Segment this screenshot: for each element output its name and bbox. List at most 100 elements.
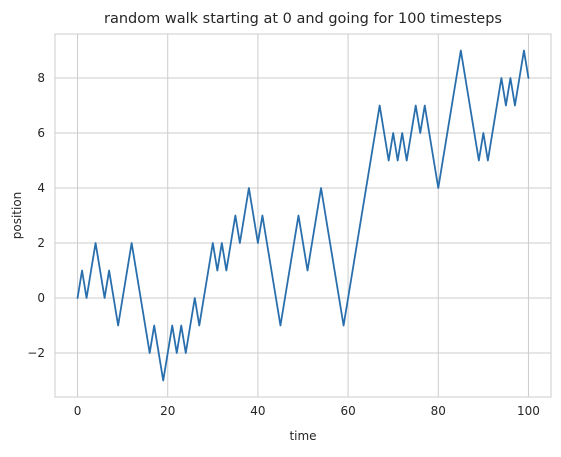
data-point	[130, 242, 132, 244]
data-point	[207, 269, 209, 271]
data-point	[424, 104, 426, 106]
data-point	[401, 132, 403, 134]
data-point	[410, 132, 412, 134]
data-point	[469, 104, 471, 106]
data-point	[527, 77, 529, 79]
plot-area-frame	[54, 33, 552, 398]
data-point	[460, 49, 462, 51]
data-point	[374, 132, 376, 134]
data-point	[270, 269, 272, 271]
x-tick-label: 100	[517, 404, 540, 418]
data-point	[158, 352, 160, 354]
data-point	[185, 352, 187, 354]
data-point	[360, 214, 362, 216]
x-tick-label: 20	[160, 404, 175, 418]
data-point	[306, 269, 308, 271]
data-point	[139, 297, 141, 299]
data-point	[415, 104, 417, 106]
y-tick-label: 2	[37, 236, 45, 250]
data-point	[446, 132, 448, 134]
data-point	[279, 324, 281, 326]
data-point	[94, 242, 96, 244]
y-tick-label: 6	[37, 126, 45, 140]
data-point	[198, 324, 200, 326]
data-point	[293, 242, 295, 244]
data-point	[302, 242, 304, 244]
data-point	[189, 324, 191, 326]
x-tick-label: 60	[340, 404, 355, 418]
data-point	[392, 132, 394, 134]
data-point	[487, 159, 489, 161]
y-tick-label: 0	[37, 291, 45, 305]
data-point	[347, 297, 349, 299]
x-tick-label: 0	[74, 404, 82, 418]
series-line	[76, 49, 530, 382]
data-point	[194, 297, 196, 299]
data-point	[108, 269, 110, 271]
data-point	[451, 104, 453, 106]
data-point	[148, 352, 150, 354]
y-tick-label: −2	[27, 346, 45, 360]
data-point	[324, 214, 326, 216]
data-point	[378, 104, 380, 106]
data-point	[239, 242, 241, 244]
data-point	[225, 269, 227, 271]
data-point	[126, 269, 128, 271]
data-point	[252, 214, 254, 216]
data-point	[99, 269, 101, 271]
data-point	[212, 242, 214, 244]
data-point	[464, 77, 466, 79]
data-point	[121, 297, 123, 299]
data-point	[216, 269, 218, 271]
data-point	[437, 187, 439, 189]
data-point	[315, 214, 317, 216]
data-point	[369, 159, 371, 161]
data-point	[221, 242, 223, 244]
data-point	[144, 324, 146, 326]
chart-title: random walk starting at 0 and going for …	[104, 11, 502, 27]
data-point	[342, 324, 344, 326]
data-point	[518, 77, 520, 79]
data-point	[442, 159, 444, 161]
data-point	[288, 269, 290, 271]
data-point	[180, 324, 182, 326]
data-point	[396, 159, 398, 161]
data-point	[275, 297, 277, 299]
data-point	[333, 269, 335, 271]
data-point	[76, 297, 78, 299]
data-point	[351, 269, 353, 271]
data-point	[320, 187, 322, 189]
data-point	[243, 214, 245, 216]
data-point	[167, 352, 169, 354]
data-point	[176, 352, 178, 354]
data-point	[234, 214, 236, 216]
data-point	[514, 104, 516, 106]
data-point	[473, 132, 475, 134]
data-point	[103, 297, 105, 299]
data-point	[284, 297, 286, 299]
data-point	[266, 242, 268, 244]
data-point	[248, 187, 250, 189]
x-tick-label: 40	[250, 404, 265, 418]
data-point	[491, 132, 493, 134]
data-point	[383, 132, 385, 134]
data-point	[365, 187, 367, 189]
data-point	[455, 77, 457, 79]
data-point	[356, 242, 358, 244]
data-point	[482, 132, 484, 134]
data-point	[112, 297, 114, 299]
data-point	[85, 297, 87, 299]
data-point	[203, 297, 205, 299]
data-point	[311, 242, 313, 244]
data-point	[500, 77, 502, 79]
data-point	[478, 159, 480, 161]
data-point	[523, 49, 525, 51]
data-point	[81, 269, 83, 271]
data-point	[117, 324, 119, 326]
data-point	[406, 159, 408, 161]
data-point	[171, 324, 173, 326]
data-point	[297, 214, 299, 216]
x-tick-label: 80	[431, 404, 446, 418]
data-point	[90, 269, 92, 271]
